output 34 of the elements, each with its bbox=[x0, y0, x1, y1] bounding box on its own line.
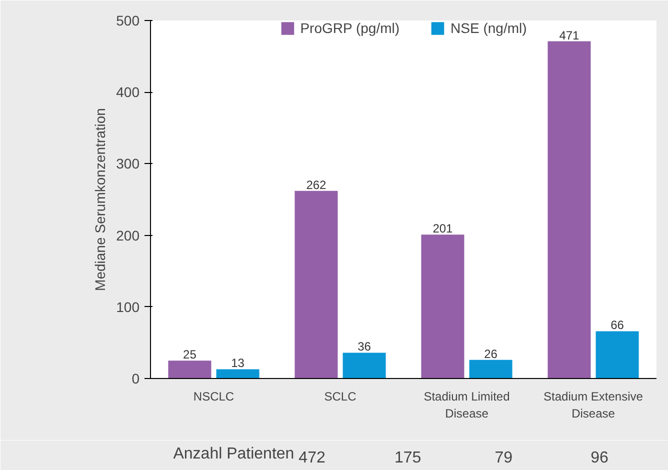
y-tick-label: 400 bbox=[116, 84, 140, 100]
x-tick-label: Stadium Limited Disease bbox=[424, 390, 510, 420]
data-label: 262 bbox=[306, 178, 327, 192]
bar bbox=[294, 190, 338, 378]
y-tick-label: 300 bbox=[116, 156, 140, 172]
y-tick-label: 500 bbox=[116, 12, 140, 28]
bar bbox=[548, 41, 591, 378]
y-axis-title: Mediane Serumkonzentration bbox=[92, 108, 108, 291]
bar bbox=[421, 234, 464, 378]
bar bbox=[342, 352, 386, 378]
data-label: 66 bbox=[610, 318, 624, 332]
bar bbox=[596, 331, 639, 378]
x-tick-label: SCLC bbox=[324, 390, 357, 404]
data-label: 471 bbox=[559, 28, 580, 42]
data-label: 201 bbox=[432, 222, 454, 236]
data-label: 36 bbox=[358, 340, 372, 354]
y-tick-label: 100 bbox=[116, 298, 140, 315]
text: 175 bbox=[394, 450, 422, 466]
legend-label: ProGRP (pg/ml) bbox=[300, 20, 400, 36]
bar bbox=[168, 360, 212, 378]
text: 472 bbox=[298, 450, 326, 466]
data-label: 25 bbox=[183, 348, 197, 362]
bar bbox=[216, 369, 260, 378]
text: Anzahl Patienten bbox=[173, 446, 294, 462]
y-tick-label: 200 bbox=[116, 227, 140, 244]
y-tick-label: 0 bbox=[132, 370, 140, 386]
x-tick-label: NSCLC bbox=[193, 390, 234, 404]
data-label: 26 bbox=[484, 346, 498, 361]
bar bbox=[469, 360, 512, 378]
x-tick-label: Stadium Extensive Disease bbox=[544, 390, 644, 420]
data-label: 13 bbox=[231, 356, 245, 370]
text: 96 bbox=[590, 450, 608, 466]
legend-label: NSE (ng/ml) bbox=[450, 20, 527, 36]
text: 79 bbox=[494, 450, 513, 466]
